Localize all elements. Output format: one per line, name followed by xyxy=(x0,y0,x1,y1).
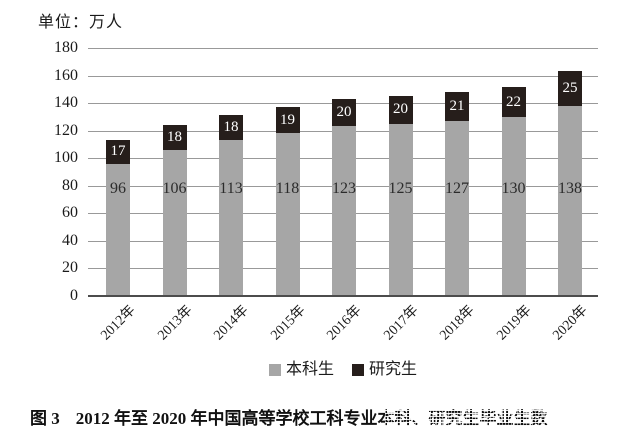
gridline xyxy=(88,75,598,77)
bar-value-label-undergraduate: 118 xyxy=(275,180,300,197)
unit-label: 单位：万人 xyxy=(38,14,124,31)
bar-value-label-undergraduate: 96 xyxy=(110,180,126,197)
bar-graduate xyxy=(501,86,526,117)
bar-undergraduate xyxy=(106,163,130,296)
y-axis-tick-label: 80 xyxy=(62,176,78,194)
legend-item-graduate: 研究生 xyxy=(352,361,417,379)
figure-caption: 图 3 2012 年至 2020 年中国高等学校工科专业本科、研究生毕业生数 xyxy=(30,404,636,429)
y-axis-tick-label: 120 xyxy=(54,121,78,139)
y-axis-tick-label: 100 xyxy=(54,149,78,166)
y-axis-tick-label: 180 xyxy=(54,39,78,56)
bar-undergraduate xyxy=(501,116,526,296)
bar-graduate xyxy=(106,140,130,164)
gridline xyxy=(88,48,598,49)
bar-value-label-graduate: 19 xyxy=(280,112,295,129)
legend: 本科生 研究生 xyxy=(88,361,598,379)
y-axis-tick-label: 140 xyxy=(54,94,78,111)
bar-value-label-graduate: 25 xyxy=(562,80,578,97)
x-axis-line xyxy=(88,294,598,297)
y-axis-tick-label: 60 xyxy=(62,204,78,221)
bar-value-label-undergraduate: 130 xyxy=(501,180,526,197)
legend-label: 研究生 xyxy=(369,361,418,378)
bar-value-label-graduate: 20 xyxy=(393,101,408,118)
bar-graduate xyxy=(558,71,582,106)
bar-value-label-undergraduate: 106 xyxy=(162,180,187,197)
bar-undergraduate xyxy=(445,120,469,296)
bar-value-label-undergraduate: 125 xyxy=(388,180,413,197)
y-axis-tick-label: 160 xyxy=(54,66,78,84)
bar-graduate xyxy=(275,107,300,134)
y-axis-tick-label: 40 xyxy=(62,231,78,249)
y-axis-tick-label: 0 xyxy=(70,286,78,304)
bar-undergraduate xyxy=(388,123,413,296)
bar-graduate xyxy=(388,96,413,124)
bar-value-label-graduate: 20 xyxy=(336,103,352,120)
bar-graduate xyxy=(162,125,187,150)
bar-value-label-undergraduate: 127 xyxy=(445,180,469,197)
bar-value-label-undergraduate: 123 xyxy=(332,180,356,197)
legend-swatch-icon xyxy=(268,364,281,376)
legend-label: 本科生 xyxy=(285,361,334,378)
bar-value-label-graduate: 17 xyxy=(110,143,126,160)
bar-undergraduate xyxy=(332,126,356,296)
bar-value-label-graduate: 18 xyxy=(167,129,182,145)
figure-caption-label: 图 3 xyxy=(30,409,60,428)
bar-undergraduate xyxy=(162,149,187,296)
bar-graduate xyxy=(219,115,243,141)
bar-value-label-graduate: 22 xyxy=(506,93,521,110)
bar-value-label-undergraduate: 138 xyxy=(558,180,582,197)
legend-item-undergraduate: 本科生 xyxy=(268,361,334,379)
figure-caption-text: 2012 年至 2020 年中国高等学校工科专业本科、研究生毕业生数 xyxy=(75,409,548,428)
bar-undergraduate xyxy=(219,140,243,296)
bar-value-label-graduate: 18 xyxy=(223,119,239,136)
bar-value-label-undergraduate: 113 xyxy=(219,180,243,197)
legend-swatch-icon xyxy=(352,364,364,376)
bar-value-label-graduate: 21 xyxy=(449,98,465,114)
bar-undergraduate xyxy=(275,133,300,296)
y-axis-tick-label: 20 xyxy=(62,259,78,276)
bar-graduate xyxy=(332,98,356,127)
bar-graduate xyxy=(445,92,469,121)
bar-undergraduate xyxy=(558,105,582,296)
